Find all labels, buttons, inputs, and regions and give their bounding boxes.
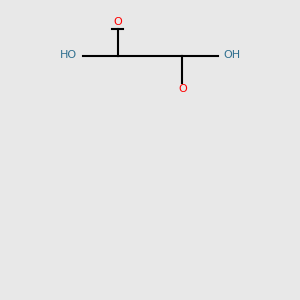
Text: O: O <box>178 84 187 94</box>
Text: OH: OH <box>223 50 240 61</box>
Text: O: O <box>113 17 122 27</box>
Text: HO: HO <box>60 50 77 61</box>
